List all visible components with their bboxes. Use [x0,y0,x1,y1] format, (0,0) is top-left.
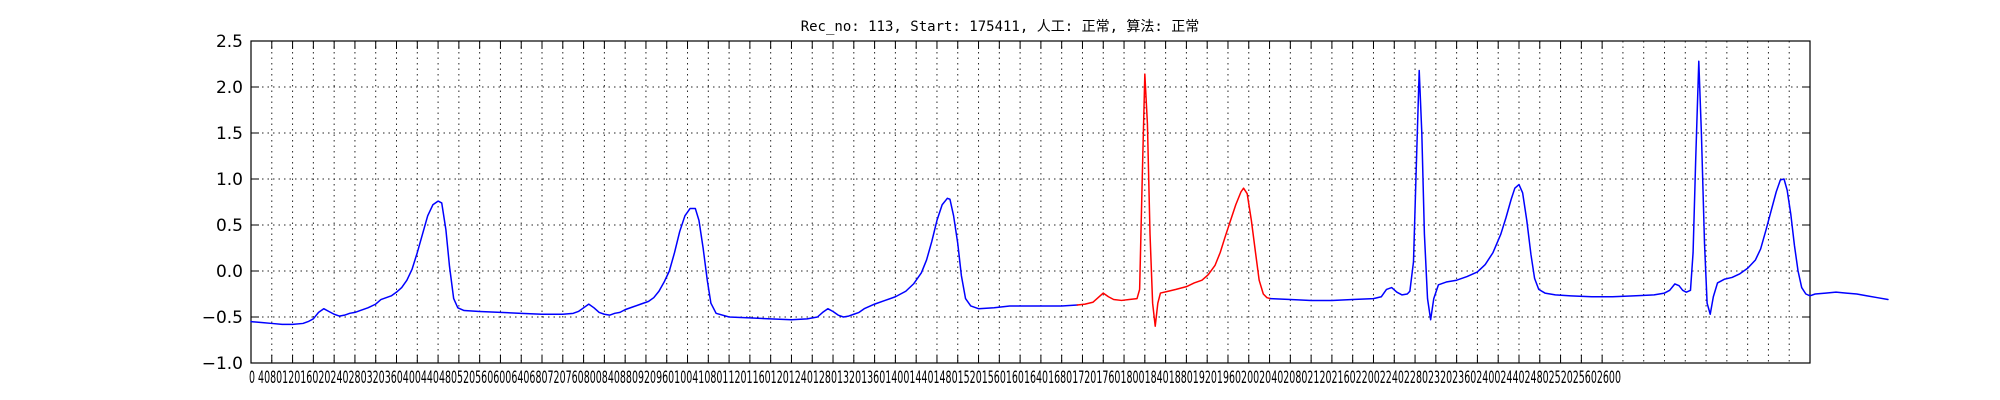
y-tick-label: 1.0 [216,170,243,190]
y-tick-label: 2.0 [216,78,243,98]
ecg-series-normal-end [1809,291,1889,301]
y-tick-label: −0.5 [202,308,243,328]
y-axis: −1.0 −0.5 0.0 0.5 1.0 1.5 2.0 2.5 [202,32,1810,374]
grid-layer [251,40,1810,364]
plot-frame [250,40,1811,364]
y-tick-label: 1.5 [216,124,243,144]
y-tick-label: 2.5 [216,32,243,52]
ecg-series-highlight [1076,73,1272,327]
x-tick-label-strip: 0 40801201602024028032036040044048052056… [249,368,1621,388]
chart-title: Rec_no: 113, Start: 175411, 人工: 正常, 算法: … [801,19,1200,35]
ecg-series-normal-middle [1269,60,1811,321]
y-tick-label: 0.0 [216,262,243,282]
y-tick-label: −1.0 [202,354,243,374]
y-tick-label: 0.5 [216,216,243,236]
series-layer [250,60,1889,327]
x-axis: 0 40801201602024028032036040044048052056… [249,41,1621,388]
ecg-series-normal-start [250,197,1079,326]
